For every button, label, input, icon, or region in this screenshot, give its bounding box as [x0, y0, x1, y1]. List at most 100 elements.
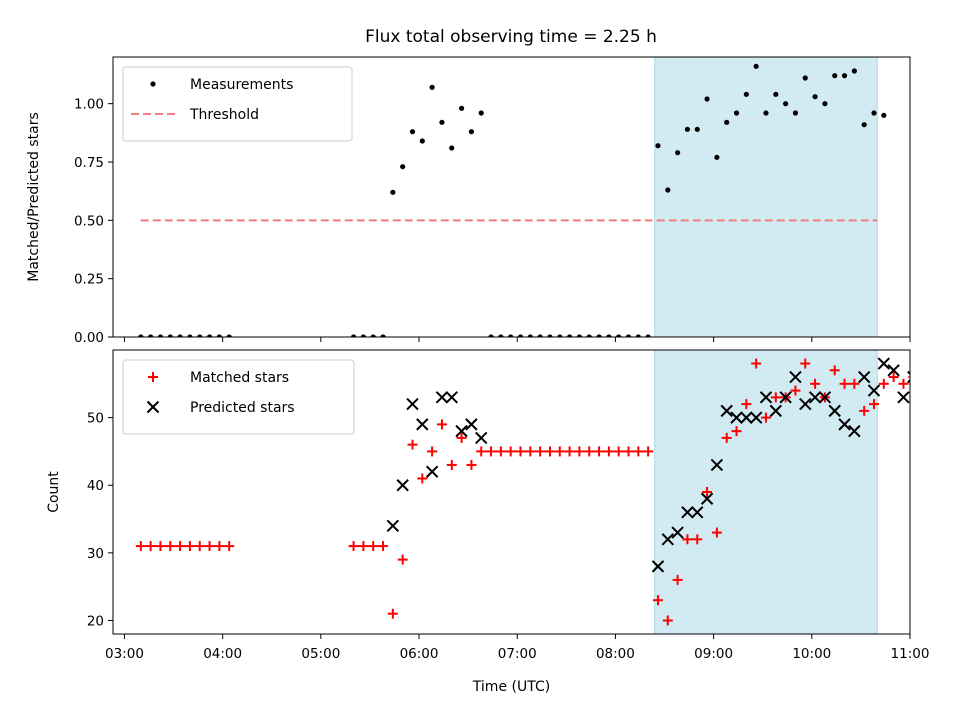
data-point: [849, 378, 860, 389]
data-point: [733, 110, 740, 116]
x-tick-label: 06:00: [400, 646, 439, 662]
data-point: [710, 458, 724, 472]
data-point: [898, 378, 909, 389]
data-point: [525, 446, 536, 457]
data-point: [204, 541, 215, 552]
data-point: [625, 334, 632, 337]
data-point: [547, 334, 553, 337]
data-point: [812, 94, 818, 100]
data-point: [838, 418, 851, 431]
data-point: [700, 492, 714, 505]
x-tick-label: 11:00: [891, 646, 930, 662]
data-point: [348, 541, 359, 552]
data-point: [789, 370, 802, 384]
legend-label: Measurements: [190, 77, 293, 93]
data-point: [155, 541, 166, 552]
y-tick-label: 0.25: [74, 272, 104, 288]
data-point: [769, 404, 783, 418]
axes-frame: [112, 56, 911, 338]
data-point: [206, 334, 213, 337]
data-point: [645, 334, 651, 337]
data-point: [368, 541, 379, 552]
data-point: [802, 75, 808, 81]
data-point: [770, 392, 781, 403]
series-measurements: [138, 63, 887, 337]
data-point: [187, 334, 193, 337]
data-point: [877, 357, 891, 370]
data-point: [535, 446, 546, 457]
data-point: [527, 334, 533, 337]
legend-label: Predicted stars: [190, 400, 295, 416]
legend: Matched stars Predicted stars: [122, 359, 355, 435]
plot-area: [138, 57, 887, 337]
data-point: [818, 391, 832, 404]
chart-title: Flux total observing time = 2.25 h: [365, 27, 657, 47]
highlight-region: [654, 57, 878, 337]
legend-label: Threshold: [189, 107, 259, 123]
y-axis-label: Count: [46, 471, 62, 513]
data-point: [386, 519, 400, 533]
data-point: [505, 446, 516, 457]
data-point: [445, 391, 458, 404]
data-point: [822, 101, 828, 107]
data-point: [138, 334, 144, 337]
data-point: [407, 439, 418, 450]
data-point: [594, 446, 605, 457]
data-point: [714, 154, 720, 160]
data-point: [759, 391, 773, 404]
data-point: [436, 419, 447, 430]
data-point: [841, 73, 848, 79]
data-point: [165, 541, 176, 552]
data-point: [456, 432, 467, 443]
data-point: [763, 110, 769, 116]
data-point: [731, 426, 742, 437]
data-point: [643, 446, 654, 457]
data-point: [177, 334, 183, 337]
count-panel: 03:00 04:00 05:00 06:00 07:00 08:00 09:00 10:00…: [46, 349, 930, 695]
data-point: [857, 370, 871, 384]
data-point: [566, 334, 573, 337]
highlight-region: [654, 350, 878, 634]
y-tick-label: 0.00: [74, 330, 104, 346]
x-axis-label: Time (UTC): [472, 679, 550, 695]
data-point: [743, 91, 749, 97]
data-point: [508, 334, 514, 337]
data-point: [175, 541, 186, 552]
data-point: [661, 533, 674, 546]
legend-label: Matched stars: [190, 370, 289, 386]
data-point: [406, 397, 419, 411]
data-point: [633, 446, 644, 457]
data-point: [425, 465, 439, 478]
data-point: [681, 506, 694, 519]
ratio-panel: 0.00 0.25 0.50 0.75 1.00 Matched/Predicted st…: [26, 56, 911, 346]
data-point: [488, 334, 494, 337]
data-point: [596, 334, 602, 337]
data-point: [828, 404, 841, 418]
data-point: [358, 541, 369, 552]
data-point: [495, 446, 506, 457]
data-point: [476, 446, 487, 457]
data-point: [427, 446, 438, 457]
data-point: [773, 91, 779, 97]
data-point: [468, 129, 475, 135]
y-tick-label: 1.00: [74, 97, 104, 113]
legend-box: [122, 66, 353, 142]
data-point: [498, 334, 504, 337]
series-predicted-stars: [386, 357, 891, 573]
data-point: [908, 376, 910, 379]
data-point: [417, 473, 428, 484]
data-point: [861, 122, 867, 128]
x-tick-label: 08:00: [596, 646, 635, 662]
x-tick-label: 07:00: [498, 646, 537, 662]
y-tick-label: 0.50: [74, 213, 104, 229]
data-point: [416, 418, 429, 431]
data-point: [378, 541, 389, 552]
data-point: [148, 334, 154, 337]
data-point: [197, 334, 203, 337]
data-point: [832, 73, 838, 79]
data-point: [576, 334, 583, 337]
x-tick-label: 10:00: [792, 646, 831, 662]
data-point: [216, 334, 222, 337]
data-point: [226, 334, 232, 337]
